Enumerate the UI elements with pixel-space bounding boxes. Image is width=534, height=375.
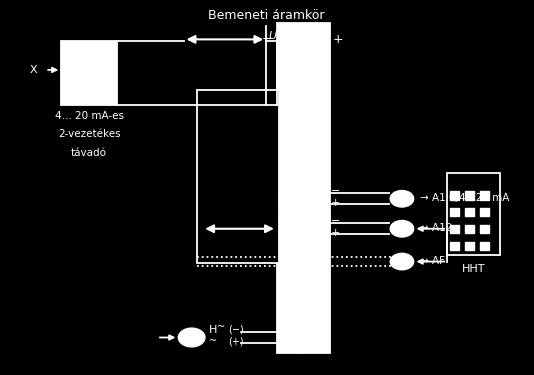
Circle shape [390, 220, 414, 237]
Bar [480, 242, 489, 250]
Text: ~: ~ [209, 336, 217, 346]
Text: H: H [209, 325, 217, 335]
Bar [450, 191, 459, 200]
Bar [480, 191, 489, 200]
Text: (−): (−) [228, 325, 244, 335]
Text: távadó: távadó [71, 148, 107, 158]
Text: +: + [331, 198, 340, 207]
Text: X: X [29, 65, 37, 75]
Text: +: + [333, 33, 343, 46]
Text: (+): (+) [228, 336, 244, 346]
Bar [61, 41, 117, 105]
Bar [465, 225, 474, 233]
Text: 4... 20 mA-es: 4... 20 mA-es [54, 111, 124, 121]
Bar [465, 191, 474, 200]
Circle shape [178, 328, 205, 347]
Text: → AF: → AF [420, 256, 444, 266]
Circle shape [390, 254, 414, 270]
Text: HHT: HHT [462, 264, 485, 274]
Bar [480, 208, 489, 216]
Text: −: − [262, 33, 272, 46]
Text: → A1 0/4...20 mA: → A1 0/4...20 mA [420, 193, 509, 203]
Circle shape [390, 190, 414, 207]
Bar [465, 208, 474, 216]
Text: +: + [331, 228, 340, 237]
Bar [450, 208, 459, 216]
Text: S: S [276, 34, 281, 43]
Bar [480, 225, 489, 233]
Text: → A12: → A12 [420, 223, 452, 233]
Text: Bemeneti áramkör: Bemeneti áramkör [208, 9, 325, 22]
Text: −: − [331, 186, 340, 196]
Text: −: − [331, 216, 340, 226]
Text: 2-vezetékes: 2-vezetékes [58, 129, 121, 140]
Bar [447, 172, 500, 255]
Text: ~: ~ [217, 322, 225, 332]
Bar [450, 225, 459, 233]
Bar [197, 90, 279, 262]
Bar [450, 242, 459, 250]
Text: U: U [269, 31, 277, 40]
Bar [277, 22, 330, 352]
Bar [465, 242, 474, 250]
